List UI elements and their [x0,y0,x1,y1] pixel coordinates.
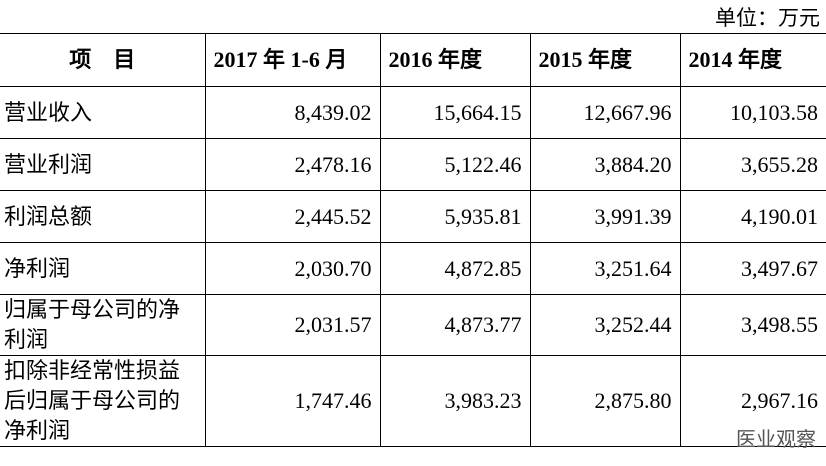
header-row: 项 目 2017 年 1-6 月 2016 年度 2015 年度 2014 年度 [0,33,826,87]
value-cell: 5,122.46 [379,138,530,191]
row-label: 营业利润 [0,138,205,191]
header-cell: 2014 年度 [679,33,826,87]
row-label: 利润总额 [0,190,205,243]
value-cell: 8,439.02 [204,86,380,139]
row-label: 营业收入 [0,86,205,139]
table-row: 扣除非经常性损益后归属于母公司的净利润 1,747.46 3,983.23 2,875… [0,355,826,447]
table-row: 净利润 2,030.70 4,872.85 3,251.64 3,497.67 [0,242,826,295]
header-cell: 项 目 [0,33,205,87]
value-cell: 2,445.52 [204,190,380,243]
value-cell: 12,667.96 [529,86,680,139]
header-cell: 2017 年 1-6 月 [204,33,380,87]
value-cell: 2,967.16 [679,355,826,447]
value-cell: 3,991.39 [529,190,680,243]
value-cell: 2,031.57 [204,294,380,356]
value-cell: 2,030.70 [204,242,380,295]
value-cell: 3,983.23 [379,355,530,447]
watermark: 医业观察 [736,427,816,451]
table-row: 利润总额 2,445.52 5,935.81 3,991.39 4,190.01 [0,190,826,243]
value-cell: 2,875.80 [529,355,680,447]
row-label: 净利润 [0,242,205,295]
row-label: 扣除非经常性损益后归属于母公司的净利润 [0,355,205,447]
value-cell: 3,884.20 [529,138,680,191]
table-row: 营业收入 8,439.02 15,664.15 12,667.96 10,103.58 [0,86,826,139]
value-cell: 3,498.55 [679,294,826,356]
value-cell: 3,497.67 [679,242,826,295]
value-cell: 1,747.46 [204,355,380,447]
unit-label: 单位：万元 [715,6,820,30]
value-cell: 5,935.81 [379,190,530,243]
value-cell: 4,190.01 [679,190,826,243]
value-cell: 15,664.15 [379,86,530,139]
table-row: 归属于母公司的净利润 2,031.57 4,873.77 3,252.44 3,498.… [0,294,826,356]
value-cell: 2,478.16 [204,138,380,191]
value-cell: 10,103.58 [679,86,826,139]
value-cell: 4,873.77 [379,294,530,356]
table-row: 营业利润 2,478.16 5,122.46 3,884.20 3,655.28 [0,138,826,191]
row-label: 归属于母公司的净利润 [0,294,205,356]
header-cell: 2016 年度 [379,33,530,87]
value-cell: 3,251.64 [529,242,680,295]
financial-table: 项 目 2017 年 1-6 月 2016 年度 2015 年度 2014 年度 营业收… [0,33,826,447]
value-cell: 4,872.85 [379,242,530,295]
header-cell: 2015 年度 [529,33,680,87]
value-cell: 3,252.44 [529,294,680,356]
value-cell: 3,655.28 [679,138,826,191]
